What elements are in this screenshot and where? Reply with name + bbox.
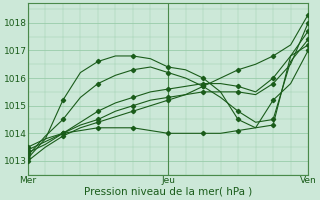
X-axis label: Pression niveau de la mer( hPa ): Pression niveau de la mer( hPa ) bbox=[84, 187, 252, 197]
